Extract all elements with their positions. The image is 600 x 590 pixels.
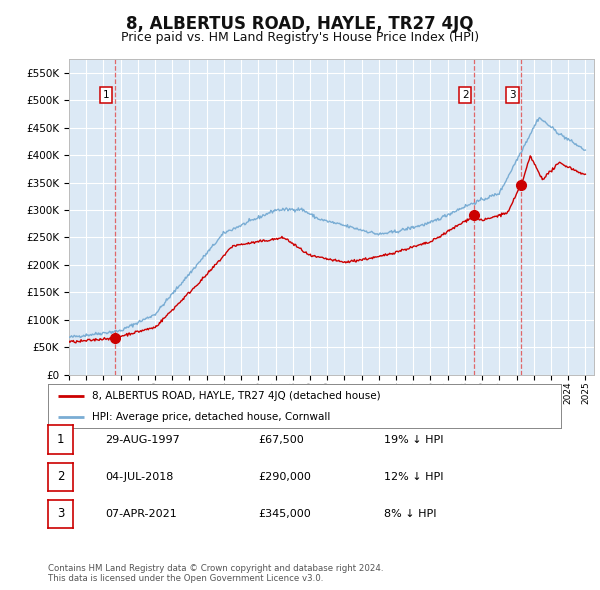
Text: 19% ↓ HPI: 19% ↓ HPI (384, 435, 443, 444)
Text: 2: 2 (462, 90, 469, 100)
Text: 1: 1 (103, 90, 109, 100)
Text: HPI: Average price, detached house, Cornwall: HPI: Average price, detached house, Corn… (92, 412, 330, 422)
Text: £67,500: £67,500 (258, 435, 304, 444)
Text: 3: 3 (509, 90, 516, 100)
Text: 29-AUG-1997: 29-AUG-1997 (105, 435, 180, 444)
Text: Price paid vs. HM Land Registry's House Price Index (HPI): Price paid vs. HM Land Registry's House … (121, 31, 479, 44)
Text: 8, ALBERTUS ROAD, HAYLE, TR27 4JQ (detached house): 8, ALBERTUS ROAD, HAYLE, TR27 4JQ (detac… (92, 391, 380, 401)
Text: 8% ↓ HPI: 8% ↓ HPI (384, 509, 437, 519)
Text: 07-APR-2021: 07-APR-2021 (105, 509, 177, 519)
Text: £290,000: £290,000 (258, 472, 311, 481)
Text: 12% ↓ HPI: 12% ↓ HPI (384, 472, 443, 481)
Text: £345,000: £345,000 (258, 509, 311, 519)
Text: 2: 2 (57, 470, 64, 483)
Text: 3: 3 (57, 507, 64, 520)
Text: 04-JUL-2018: 04-JUL-2018 (105, 472, 173, 481)
Text: 1: 1 (57, 433, 64, 446)
Text: Contains HM Land Registry data © Crown copyright and database right 2024.
This d: Contains HM Land Registry data © Crown c… (48, 563, 383, 583)
Text: 8, ALBERTUS ROAD, HAYLE, TR27 4JQ: 8, ALBERTUS ROAD, HAYLE, TR27 4JQ (126, 15, 474, 33)
